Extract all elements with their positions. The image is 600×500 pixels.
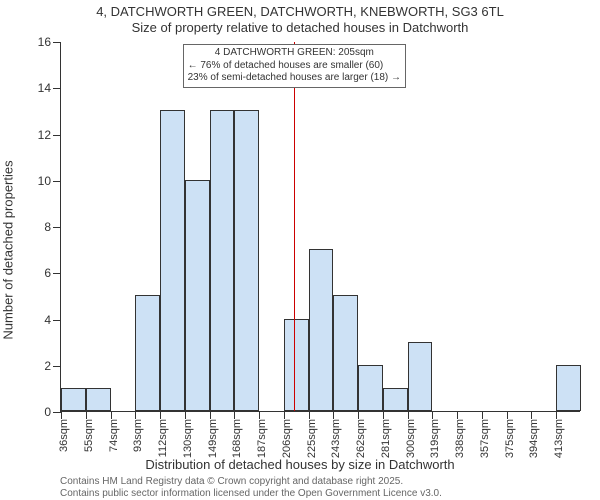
x-tick xyxy=(482,411,483,419)
x-tick xyxy=(259,411,260,419)
x-tick-label: 93sqm xyxy=(132,419,144,452)
y-tick-label: 16 xyxy=(38,35,61,49)
x-tick xyxy=(135,411,136,419)
y-tick-label: 14 xyxy=(38,81,61,95)
y-tick-label: 8 xyxy=(44,220,61,234)
histogram-bar xyxy=(210,110,235,411)
x-tick xyxy=(86,411,87,419)
histogram-bar xyxy=(358,365,383,411)
attribution-line-1: Contains HM Land Registry data © Crown c… xyxy=(60,476,442,488)
x-tick xyxy=(432,411,433,419)
reference-line xyxy=(294,42,295,411)
chart-root: 4, DATCHWORTH GREEN, DATCHWORTH, KNEBWOR… xyxy=(0,0,600,500)
x-tick-label: 243sqm xyxy=(330,419,342,458)
histogram-bar xyxy=(383,388,408,411)
y-tick-label: 12 xyxy=(38,128,61,142)
x-tick-label: 36sqm xyxy=(58,419,70,452)
x-tick xyxy=(309,411,310,419)
histogram-bar xyxy=(408,342,433,411)
x-tick xyxy=(556,411,557,419)
x-tick xyxy=(333,411,334,419)
x-tick xyxy=(61,411,62,419)
x-tick-label: 149sqm xyxy=(207,419,219,458)
y-tick-label: 2 xyxy=(44,359,61,373)
x-tick xyxy=(210,411,211,419)
x-tick-label: 130sqm xyxy=(182,419,194,458)
title-main: 4, DATCHWORTH GREEN, DATCHWORTH, KNEBWOR… xyxy=(0,4,600,20)
y-tick-label: 0 xyxy=(44,405,61,419)
attribution-line-2: Contains public sector information licen… xyxy=(60,488,442,500)
x-tick-label: 112sqm xyxy=(157,419,169,457)
x-tick-label: 225sqm xyxy=(306,419,318,458)
attribution: Contains HM Land Registry data © Crown c… xyxy=(60,476,442,499)
histogram-bar xyxy=(309,249,334,411)
annotation-line: 23% of semi-detached houses are larger (… xyxy=(188,72,401,85)
annotation-box: 4 DATCHWORTH GREEN: 205sqm← 76% of detac… xyxy=(183,44,406,88)
x-tick-label: 281sqm xyxy=(380,419,392,458)
x-tick xyxy=(234,411,235,419)
x-tick-label: 413sqm xyxy=(553,419,565,458)
x-tick xyxy=(507,411,508,419)
plot-area: 024681012141636sqm55sqm74sqm93sqm112sqm1… xyxy=(60,42,580,412)
x-tick xyxy=(160,411,161,419)
y-tick-label: 10 xyxy=(38,174,61,188)
histogram-bar xyxy=(61,388,86,411)
x-tick xyxy=(531,411,532,419)
x-tick xyxy=(457,411,458,419)
x-tick xyxy=(111,411,112,419)
histogram-bar xyxy=(556,365,581,411)
annotation-line: 4 DATCHWORTH GREEN: 205sqm xyxy=(188,47,401,60)
x-tick-label: 262sqm xyxy=(355,419,367,458)
y-axis-label: Number of detached properties xyxy=(1,160,16,339)
x-tick xyxy=(185,411,186,419)
titles: 4, DATCHWORTH GREEN, DATCHWORTH, KNEBWOR… xyxy=(0,4,600,35)
y-tick-label: 4 xyxy=(44,313,61,327)
histogram-bar xyxy=(284,319,309,412)
x-tick-label: 74sqm xyxy=(108,419,120,452)
x-axis-label: Distribution of detached houses by size … xyxy=(0,457,600,472)
x-tick-label: 206sqm xyxy=(281,419,293,458)
title-sub: Size of property relative to detached ho… xyxy=(0,20,600,36)
x-tick-label: 55sqm xyxy=(83,419,95,452)
histogram-bar xyxy=(185,180,210,411)
histogram-bar xyxy=(160,110,185,411)
x-tick xyxy=(383,411,384,419)
x-tick-label: 300sqm xyxy=(405,419,417,458)
histogram-bar xyxy=(135,295,160,411)
x-tick-label: 168sqm xyxy=(231,419,243,458)
x-tick-label: 338sqm xyxy=(454,419,466,458)
histogram-bar xyxy=(234,110,259,411)
x-tick xyxy=(284,411,285,419)
annotation-line: ← 76% of detached houses are smaller (60… xyxy=(188,60,401,73)
x-tick xyxy=(358,411,359,419)
x-tick-label: 394sqm xyxy=(528,419,540,458)
histogram-bar xyxy=(333,295,358,411)
x-tick-label: 375sqm xyxy=(504,419,516,458)
x-tick xyxy=(408,411,409,419)
histogram-bar xyxy=(86,388,111,411)
x-tick-label: 357sqm xyxy=(479,419,491,458)
x-tick-label: 187sqm xyxy=(256,419,268,458)
x-tick-label: 319sqm xyxy=(429,419,441,458)
y-tick-label: 6 xyxy=(44,266,61,280)
